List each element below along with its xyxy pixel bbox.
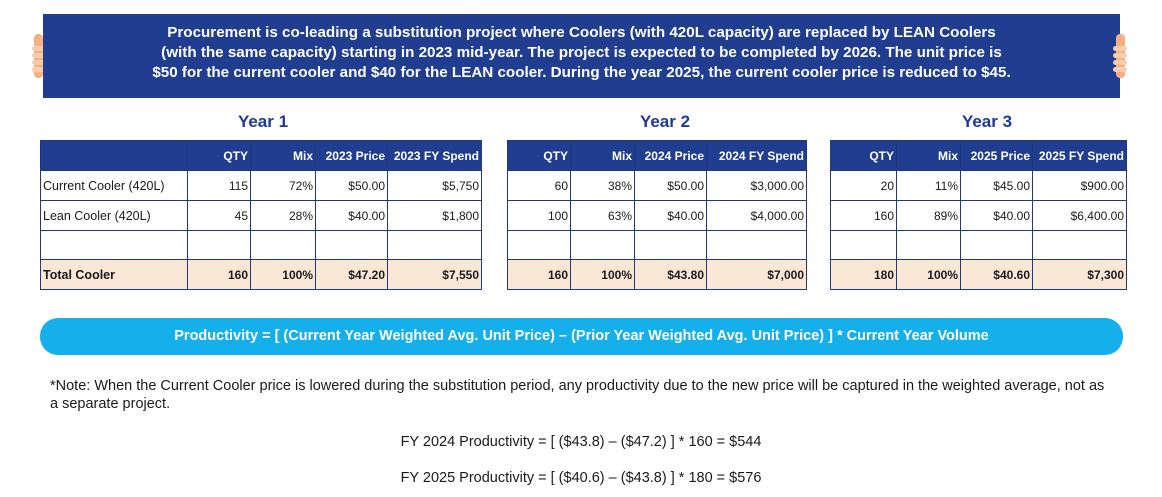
empty-cell [830,230,897,260]
total-label: Total Cooler [40,259,188,290]
cell-price: $40.00 [960,200,1033,231]
empty-cell [706,230,807,260]
cell-mix: 89% [896,200,961,231]
hand-icon [32,34,46,78]
total-mix: 100% [570,259,635,290]
empty-cell [315,230,388,260]
empty-cell [187,230,251,260]
total-spend: $7,000 [706,259,807,290]
empty-cell [507,230,571,260]
row-label: Lean Cooler (420L) [40,200,188,231]
banner-line-3: $50 for the current cooler and $40 for t… [152,64,1011,81]
table-header-row: QTY Mix 2023 Price 2023 FY Spend [40,140,482,171]
cell-qty: 20 [830,170,897,201]
year-3-table: QTY Mix 2025 Price 2025 FY Spend 20 11% … [830,140,1127,290]
empty-row [507,230,807,260]
total-price: $43.80 [634,259,707,290]
cell-mix: 11% [896,170,961,201]
total-price: $47.20 [315,259,388,290]
table-row: Lean Cooler (420L) 45 28% $40.00 $1,800 [40,200,482,231]
note-text: *Note: When the Current Cooler price is … [50,378,1105,412]
row-label: Current Cooler (420L) [40,170,188,201]
productivity-formula: Productivity = [ (Current Year Weighted … [40,318,1123,355]
total-price: $40.60 [960,259,1033,290]
header-price: 2023 Price [315,140,388,171]
total-qty: 180 [830,259,897,290]
year-1-title: Year 1 [237,112,289,131]
empty-cell [40,230,188,260]
total-spend: $7,550 [387,259,482,290]
header-mix: Mix [250,140,316,171]
table-row: 20 11% $45.00 $900.00 [830,170,1127,201]
total-spend: $7,300 [1032,259,1127,290]
total-row: 160 100% $43.80 $7,000 [507,259,807,290]
cell-spend: $3,000.00 [706,170,807,201]
table-header-row: QTY Mix 2024 Price 2024 FY Spend [507,140,807,171]
cell-price: $45.00 [960,170,1033,201]
header-price: 2024 Price [634,140,707,171]
table-row: 100 63% $40.00 $4,000.00 [507,200,807,231]
year-1-table: QTY Mix 2023 Price 2023 FY Spend Current… [40,140,482,290]
empty-cell [1032,230,1127,260]
cell-price: $50.00 [634,170,707,201]
cell-qty: 100 [507,200,571,231]
total-mix: 100% [250,259,316,290]
hand-icon [1113,34,1127,78]
cell-price: $50.00 [315,170,388,201]
header-qty: QTY [507,140,571,171]
empty-row [830,230,1127,260]
cell-mix: 72% [250,170,316,201]
cell-qty: 45 [187,200,251,231]
empty-cell [387,230,482,260]
header-mix: Mix [896,140,961,171]
cell-mix: 63% [570,200,635,231]
banner-line-1: Procurement is co-leading a substitution… [167,24,996,41]
table-row: Current Cooler (420L) 115 72% $50.00 $5,… [40,170,482,201]
header-spend: 2024 FY Spend [706,140,807,171]
cell-spend: $900.00 [1032,170,1127,201]
empty-cell [634,230,707,260]
table-header-row: QTY Mix 2025 Price 2025 FY Spend [830,140,1127,171]
header-qty: QTY [187,140,251,171]
empty-row [40,230,482,260]
cell-mix: 38% [570,170,635,201]
header-label [40,140,188,171]
banner-line-2: (with the same capacity) starting in 202… [161,44,1002,61]
cell-spend: $1,800 [387,200,482,231]
cell-spend: $5,750 [387,170,482,201]
cell-price: $40.00 [634,200,707,231]
total-qty: 160 [187,259,251,290]
empty-cell [960,230,1033,260]
table-row: 160 89% $40.00 $6,400.00 [830,200,1127,231]
cell-qty: 60 [507,170,571,201]
year-2-title: Year 2 [639,112,691,131]
empty-cell [250,230,316,260]
header-price: 2025 Price [960,140,1033,171]
total-mix: 100% [896,259,961,290]
header-spend: 2025 FY Spend [1032,140,1127,171]
fy2025-productivity-calc: FY 2025 Productivity = [ ($40.6) – ($43.… [400,470,762,486]
header-qty: QTY [830,140,897,171]
total-row: 180 100% $40.60 $7,300 [830,259,1127,290]
cell-qty: 160 [830,200,897,231]
cell-price: $40.00 [315,200,388,231]
header-spend: 2023 FY Spend [387,140,482,171]
year-3-title: Year 3 [961,112,1013,131]
cell-spend: $4,000.00 [706,200,807,231]
total-row: Total Cooler 160 100% $47.20 $7,550 [40,259,482,290]
header-mix: Mix [570,140,635,171]
total-qty: 160 [507,259,571,290]
year-2-table: QTY Mix 2024 Price 2024 FY Spend 60 38% … [507,140,807,290]
problem-statement-banner: Procurement is co-leading a substitution… [43,14,1120,98]
cell-mix: 28% [250,200,316,231]
cell-spend: $6,400.00 [1032,200,1127,231]
empty-cell [570,230,635,260]
fy2024-productivity-calc: FY 2024 Productivity = [ ($43.8) – ($47.… [400,434,762,450]
cell-qty: 115 [187,170,251,201]
table-row: 60 38% $50.00 $3,000.00 [507,170,807,201]
empty-cell [896,230,961,260]
